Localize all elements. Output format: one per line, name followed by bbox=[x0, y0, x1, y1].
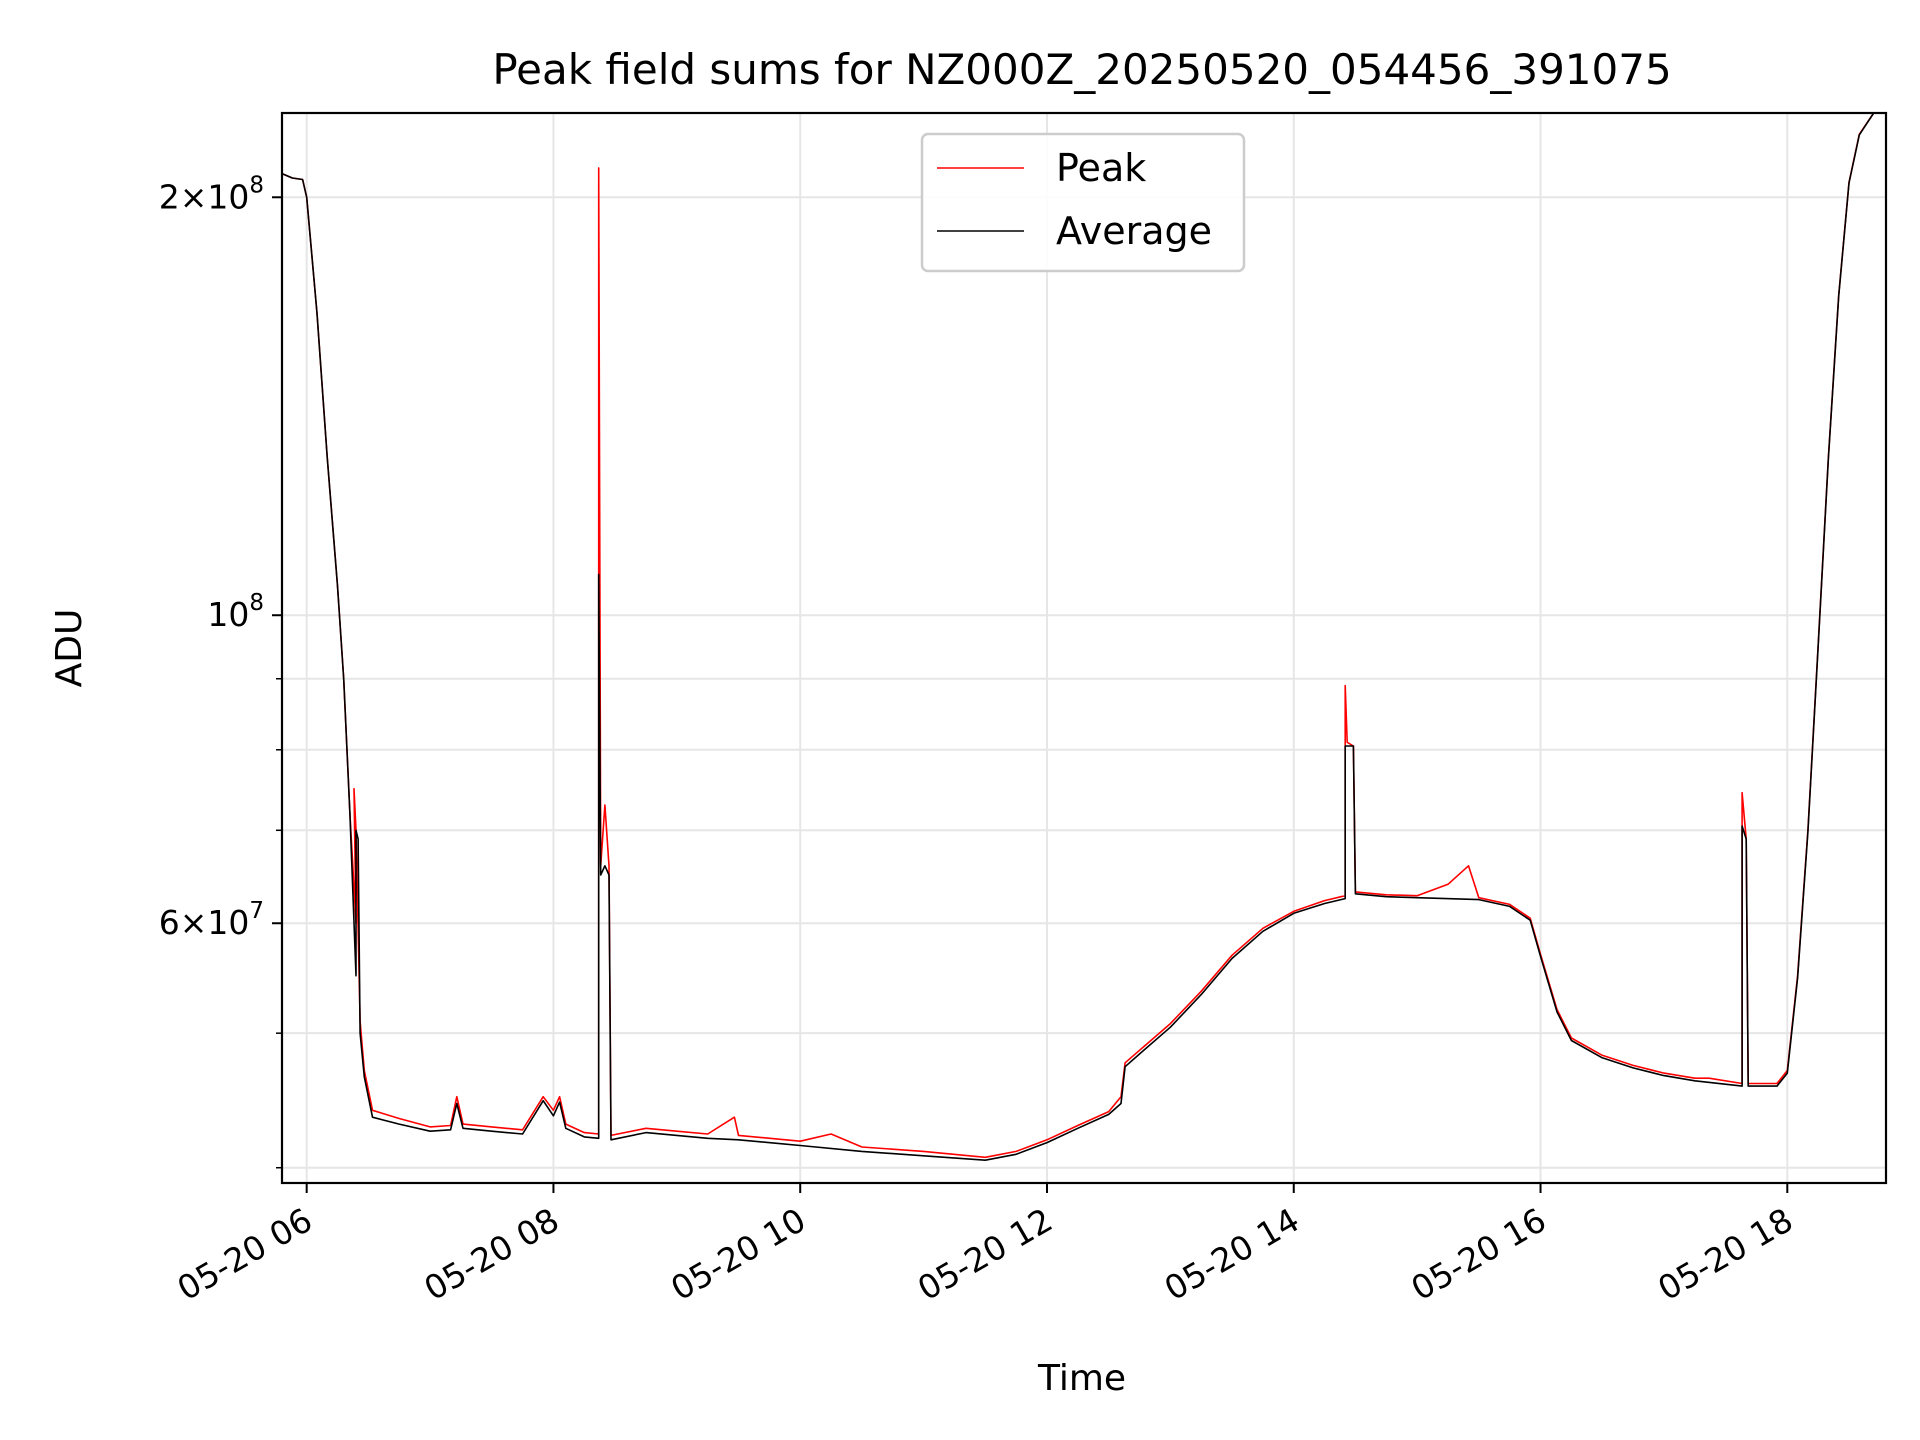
y-tick-label: 6×107 bbox=[159, 898, 264, 942]
series-lines bbox=[281, 112, 1875, 1161]
plot-background bbox=[282, 113, 1886, 1183]
y-axis-label: ADU bbox=[49, 609, 90, 688]
legend-label-average: Average bbox=[1056, 209, 1212, 253]
y-tick-label: 108 bbox=[207, 590, 264, 634]
plot-area: 05-20 06 05-20 08 05-20 10 05-20 12 05-20 14… bbox=[159, 111, 1888, 1308]
x-axis-label: Time bbox=[1037, 1358, 1126, 1399]
legend-label-peak: Peak bbox=[1056, 146, 1146, 190]
series-line-average bbox=[281, 112, 1875, 1161]
chart-title: Peak field sums for NZ000Z_20250520_0544… bbox=[492, 45, 1671, 94]
y-tick-label: 2×108 bbox=[159, 172, 264, 216]
legend: Peak Average bbox=[920, 132, 1246, 273]
plot-frame bbox=[280, 111, 1888, 1185]
series-line-peak bbox=[281, 112, 1875, 1159]
